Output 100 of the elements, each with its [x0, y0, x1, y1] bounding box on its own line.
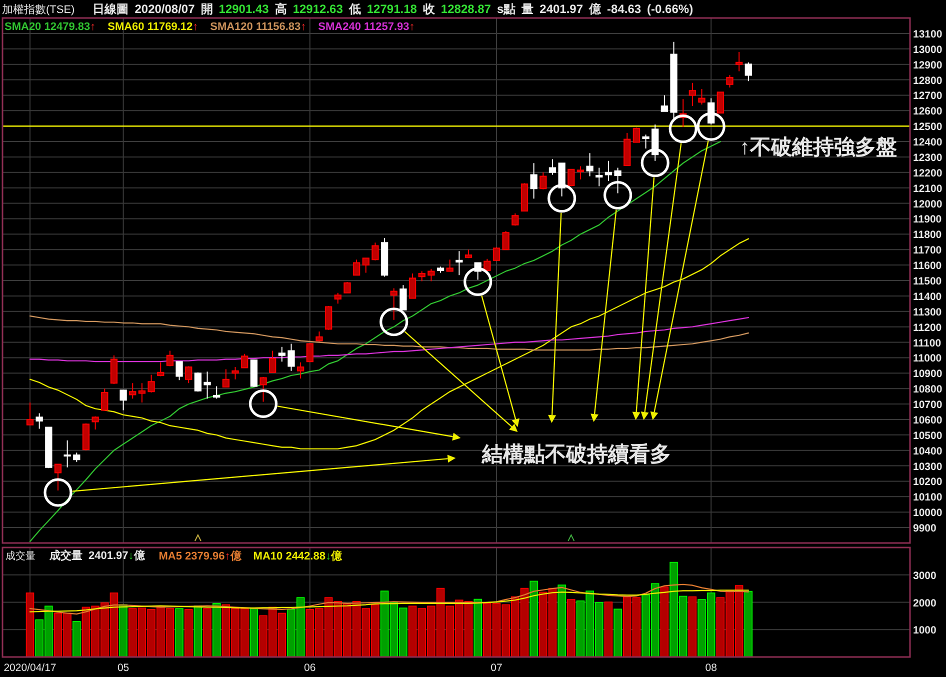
line-series: [29, 316, 750, 362]
candlestick: [520, 182, 528, 212]
y-tick-label: 10100: [913, 492, 942, 504]
candlestick: [185, 366, 192, 384]
y-tick-label: 1000: [913, 624, 937, 637]
candlestick: [586, 152, 594, 177]
y-tick-label: 2000: [913, 597, 937, 610]
candlestick: [269, 350, 276, 373]
candlestick: [568, 168, 575, 187]
candlestick: [157, 362, 164, 377]
candlestick: [408, 273, 416, 299]
bar: [530, 580, 538, 658]
candlestick: [502, 230, 510, 250]
x-tick-label: 07: [490, 662, 502, 674]
candlestick: [632, 127, 640, 143]
candlestick: [260, 376, 267, 402]
candlestick: [278, 346, 286, 362]
candlestick: [744, 62, 752, 82]
candlestick: [446, 259, 454, 272]
candlestick: [540, 172, 547, 190]
candlestick: [194, 372, 202, 392]
candlestick: [324, 305, 332, 330]
candlestick: [484, 258, 491, 271]
candlestick: [642, 134, 650, 149]
chart-title: 加權指數(TSE): [2, 3, 75, 16]
candlestick: [492, 246, 500, 261]
candlestick: [101, 388, 108, 412]
candlestick: [45, 426, 52, 469]
y-tick-label: 12200: [913, 167, 942, 180]
candlestick: [54, 464, 62, 491]
y-tick-label: 11600: [913, 260, 942, 272]
candlestick: [36, 412, 43, 430]
candlestick: [558, 162, 566, 197]
bar: [212, 602, 221, 658]
y-tick-label: 10300: [913, 460, 942, 473]
y-tick-label: 11200: [913, 322, 942, 334]
candlestick: [296, 362, 304, 380]
annotation: ↑不破維持強多盤: [740, 136, 897, 160]
y-tick-label: 12900: [913, 59, 942, 72]
line-series: [29, 590, 750, 612]
y-tick-label: 11900: [913, 214, 942, 226]
candlestick: [698, 88, 706, 105]
y-tick-label: 11800: [913, 229, 942, 242]
text: SMA240 11257.93↑: [318, 21, 415, 33]
y-tick-label: 11700: [913, 244, 942, 257]
bar: [558, 584, 566, 658]
y-tick-label: 10500: [913, 430, 942, 442]
candlestick: [670, 41, 678, 120]
candlestick: [530, 162, 538, 200]
candlestick: [110, 354, 118, 384]
y-tick-label: 10900: [913, 368, 942, 380]
text: MA5 2379.96↑億: [158, 550, 242, 562]
candlestick: [166, 350, 174, 367]
candlestick: [316, 330, 323, 342]
text: SMA20 12479.83↑: [4, 21, 96, 33]
candlestick: [428, 268, 435, 282]
bar: [660, 586, 669, 658]
candlestick: [232, 366, 239, 380]
candlestick: [548, 158, 556, 176]
candlestick: [120, 390, 127, 411]
candlestick: [418, 270, 426, 282]
candlestick: [456, 250, 463, 276]
y-tick-label: 10600: [913, 414, 942, 426]
candlestick: [306, 342, 314, 362]
y-tick-label: 10400: [913, 445, 942, 458]
bar: [567, 599, 576, 658]
bar: [744, 590, 753, 658]
candlestick: [250, 360, 258, 388]
y-tick-label: 11100: [913, 337, 942, 350]
bar: [26, 592, 34, 658]
candlestick: [436, 266, 444, 274]
y-tick-label: 12700: [913, 90, 942, 102]
candlestick: [344, 282, 351, 294]
y-tick-label: 12400: [913, 136, 942, 149]
candlestick: [624, 132, 631, 166]
y-tick-label: 12500: [913, 121, 942, 134]
candlestick: [390, 288, 398, 320]
bar: [614, 608, 622, 658]
y-tick-label: 12100: [913, 182, 942, 195]
candlestick: [400, 284, 407, 310]
candlestick: [660, 94, 668, 112]
x-tick-label: 05: [117, 662, 130, 674]
bar: [194, 605, 202, 658]
bar: [184, 608, 193, 658]
candlestick: [138, 382, 146, 403]
bar: [604, 602, 613, 658]
y-tick-label: 11000: [913, 352, 942, 365]
y-tick-label: 10000: [913, 507, 942, 520]
candlestick: [26, 402, 34, 426]
candlestick: [576, 166, 584, 180]
annotation: 結構點不破持續看多: [481, 443, 672, 466]
candlestick: [213, 386, 220, 400]
bar: [474, 598, 482, 658]
candlestick: [129, 382, 136, 400]
y-tick-label: 9900: [913, 522, 937, 535]
chart-title: 成交量: [6, 550, 36, 562]
candlestick: [334, 292, 342, 304]
candlestick: [596, 167, 603, 187]
candlestick: [372, 242, 379, 261]
candlestick: [464, 249, 472, 259]
